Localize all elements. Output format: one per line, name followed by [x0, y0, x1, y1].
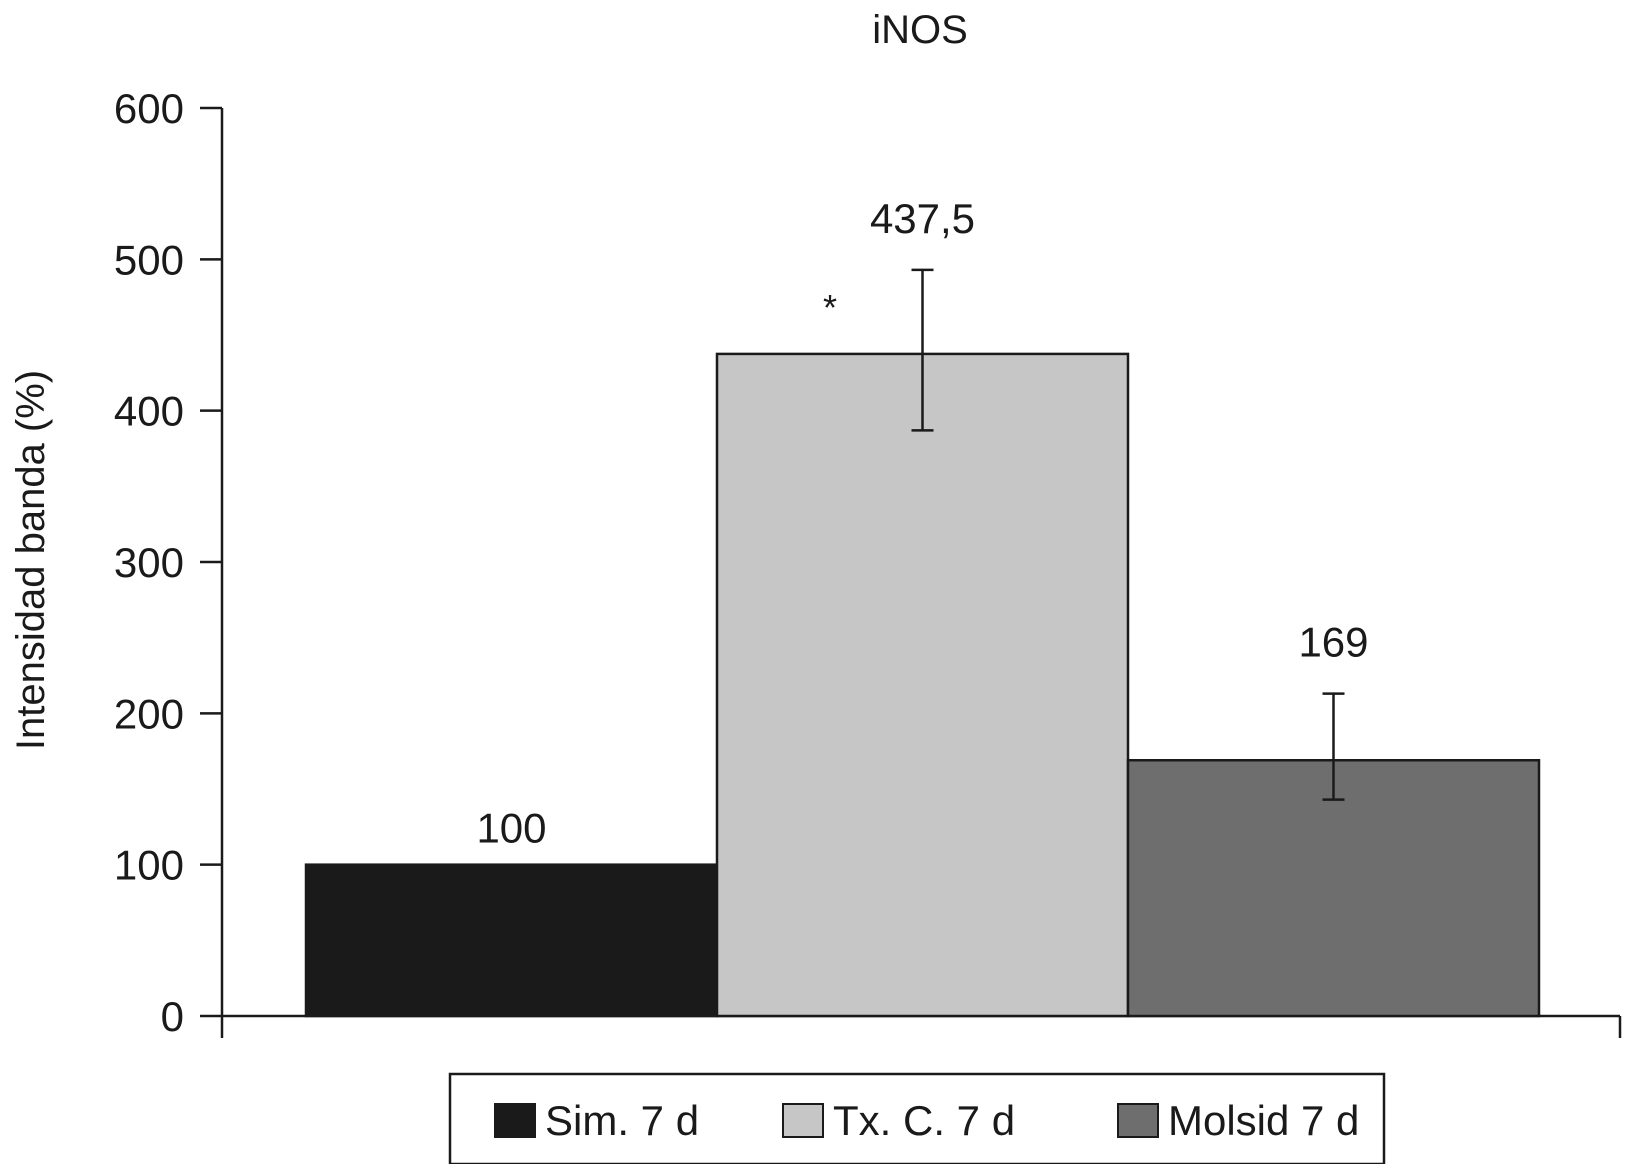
data-label: 437,5 — [870, 195, 975, 242]
y-tick-label: 0 — [161, 993, 184, 1040]
y-tick-label: 200 — [114, 690, 184, 737]
legend-label: Sim. 7 d — [545, 1097, 699, 1144]
legend-label: Tx. C. 7 d — [833, 1097, 1015, 1144]
data-label: 169 — [1298, 619, 1368, 666]
legend: Sim. 7 d Tx. C. 7 d Molsid 7 d — [448, 1072, 1386, 1164]
bar — [304, 863, 719, 1018]
y-axis-label: Intensidad banda (%) — [9, 370, 53, 750]
y-tick-label: 600 — [114, 85, 184, 132]
legend-box — [448, 1072, 1386, 1164]
data-label: 100 — [476, 805, 546, 852]
bar — [715, 352, 1130, 1018]
bars — [304, 268, 1541, 1018]
y-tick-label: 300 — [114, 539, 184, 586]
chart-title: iNOS — [872, 8, 968, 52]
legend-swatch — [1117, 1103, 1159, 1138]
bar — [1126, 758, 1541, 1018]
legend-label: Molsid 7 d — [1168, 1097, 1359, 1144]
y-tick-label: 400 — [114, 388, 184, 435]
data-labels: 100 437,5 * 169 — [476, 195, 1368, 852]
legend-swatch — [782, 1103, 824, 1138]
y-tick-label: 500 — [114, 236, 184, 283]
y-tick-label: 100 — [114, 842, 184, 889]
significance-marker: * — [823, 287, 837, 328]
legend-swatch — [494, 1103, 536, 1138]
